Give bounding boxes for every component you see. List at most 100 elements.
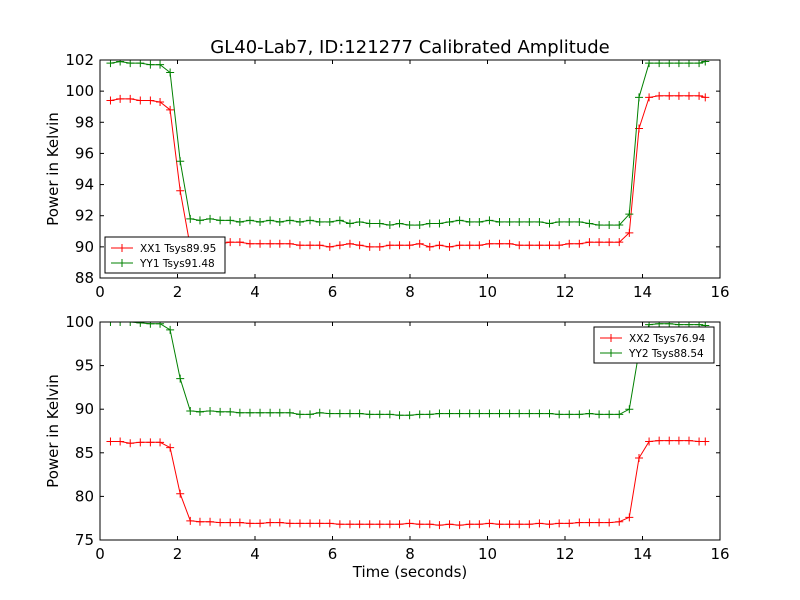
data-point	[495, 409, 504, 418]
data-point	[226, 518, 235, 527]
data-point	[685, 91, 693, 100]
data-point	[585, 238, 594, 247]
data-point	[415, 410, 424, 419]
y-tick-label: 90	[75, 238, 94, 256]
data-point	[136, 322, 145, 327]
data-point	[156, 98, 165, 107]
data-point	[555, 519, 564, 528]
x-tick-label: 8	[405, 283, 415, 301]
data-point	[475, 217, 484, 226]
data-point	[475, 409, 484, 418]
data-point	[206, 214, 215, 223]
data-point	[206, 517, 215, 526]
data-point	[256, 519, 265, 528]
data-point	[146, 438, 155, 447]
data-point	[355, 217, 364, 226]
data-point	[495, 239, 504, 248]
x-tick-label: 6	[328, 545, 338, 563]
data-point	[515, 217, 524, 226]
y-tick-label: 85	[75, 444, 94, 462]
data-point	[625, 513, 634, 522]
data-point	[685, 436, 693, 445]
data-point	[216, 407, 225, 416]
data-point	[295, 519, 304, 528]
data-point	[465, 409, 474, 418]
data-point	[585, 518, 594, 527]
data-point	[525, 409, 534, 418]
data-point	[335, 241, 344, 250]
data-point	[455, 521, 464, 530]
y-tick-label: 96	[75, 144, 94, 162]
x-tick-label: 14	[633, 283, 652, 301]
data-point	[485, 409, 494, 418]
data-point	[226, 407, 235, 416]
data-point	[256, 408, 265, 417]
legend-box	[104, 236, 226, 274]
data-point	[565, 519, 574, 528]
data-point	[445, 520, 454, 529]
data-point	[116, 94, 125, 103]
data-point	[425, 219, 434, 228]
data-point	[355, 241, 364, 250]
data-point	[701, 93, 710, 102]
data-point	[465, 520, 474, 529]
data-point	[595, 410, 604, 419]
legend-swatch-marker	[607, 334, 615, 342]
data-point	[695, 91, 704, 100]
data-point	[325, 217, 334, 226]
legend-label: YY2 Tsys88.54	[628, 348, 704, 360]
data-point	[465, 217, 474, 226]
data-point	[485, 519, 494, 528]
x-tick-label: 4	[250, 545, 260, 563]
y-axis-label: Power in Kelvin	[44, 112, 62, 226]
data-point	[415, 520, 424, 529]
data-point	[575, 518, 584, 527]
data-point	[535, 519, 544, 528]
data-point	[575, 239, 584, 248]
data-point	[136, 96, 145, 105]
data-point	[166, 443, 175, 452]
x-tick-label: 14	[633, 545, 652, 563]
x-tick-label: 12	[555, 283, 574, 301]
data-point	[295, 217, 304, 226]
data-point	[615, 410, 624, 419]
y-axis-label: Power in Kelvin	[44, 374, 62, 488]
data-point	[655, 322, 664, 328]
data-point	[645, 93, 654, 102]
data-point	[425, 520, 434, 529]
data-point	[625, 405, 634, 414]
data-point	[635, 93, 644, 102]
series-group	[106, 60, 710, 251]
legend-swatch-marker	[607, 349, 615, 357]
data-point	[266, 408, 275, 417]
data-point	[136, 438, 145, 447]
data-point	[116, 60, 125, 66]
data-point	[285, 239, 294, 248]
data-point	[605, 221, 614, 230]
series-line-0	[110, 440, 706, 526]
x-tick-label: 0	[95, 545, 105, 563]
data-point	[665, 91, 674, 100]
data-point	[245, 239, 254, 248]
data-point	[405, 221, 414, 230]
data-point	[674, 436, 683, 445]
x-tick-label: 10	[478, 283, 497, 301]
data-point	[701, 60, 710, 66]
y-tick-label: 90	[75, 400, 94, 418]
x-tick-label: 6	[328, 283, 338, 301]
data-point	[306, 410, 315, 419]
legend-label: YY1 Tsys91.48	[139, 258, 215, 270]
legend: XX2 Tsys76.94 YY2 Tsys88.54	[593, 326, 715, 364]
data-point	[335, 216, 344, 225]
data-point	[435, 219, 444, 228]
data-point	[415, 239, 424, 248]
data-point	[535, 409, 544, 418]
data-point	[565, 239, 574, 248]
data-point	[625, 228, 634, 237]
data-point	[475, 241, 484, 250]
data-point	[395, 241, 404, 250]
data-point	[226, 216, 235, 225]
data-point	[585, 219, 594, 228]
data-point	[655, 436, 664, 445]
